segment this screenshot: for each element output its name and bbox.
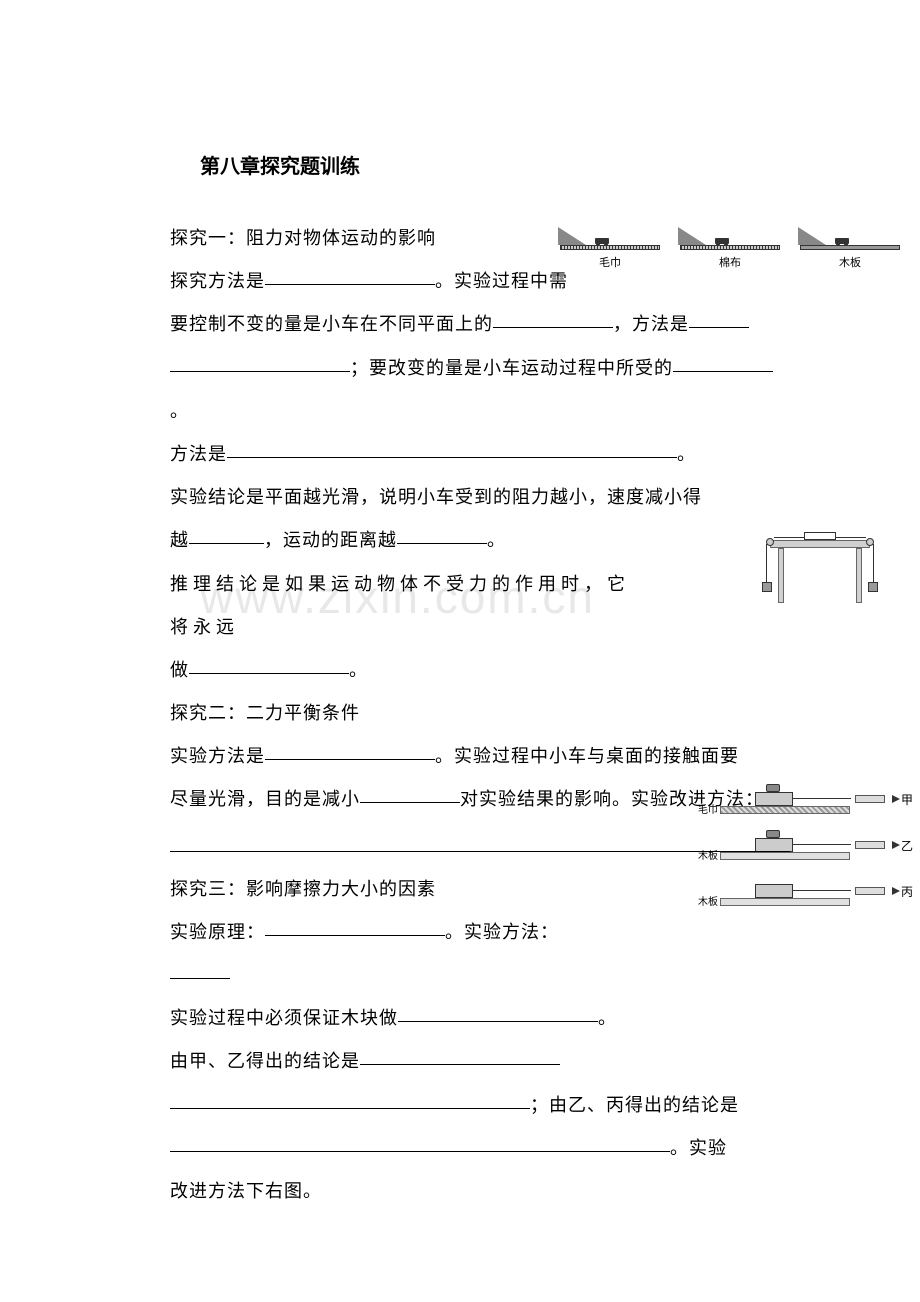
text: 。实验方法： bbox=[445, 922, 559, 942]
blank bbox=[189, 526, 264, 544]
text: 实验过程中必须保证木块做 bbox=[170, 1008, 398, 1028]
text: 。 bbox=[487, 530, 506, 550]
chapter-title: 第八章探究题训练 bbox=[200, 150, 790, 179]
section3-line3: 由甲、乙得出的结论是 bbox=[170, 1040, 790, 1083]
text: 由甲、乙得出的结论是 bbox=[170, 1051, 360, 1071]
ramp-3: 木板 bbox=[800, 225, 900, 270]
section1-line6: 越 ，运动的距离越 。 bbox=[170, 519, 790, 562]
blank bbox=[170, 354, 350, 372]
blank bbox=[170, 1134, 670, 1152]
document-content: 第八章探究题训练 探究一：阻力对物体运动的影响 探究方法是 。实验过程中需 要控制… bbox=[170, 150, 790, 1213]
row-label: 乙 bbox=[901, 837, 913, 854]
text: 做 bbox=[170, 660, 189, 680]
section1-line8: 做。 bbox=[170, 649, 790, 692]
blank bbox=[265, 742, 435, 760]
section3-line4: ；由乙、丙得出的结论是 bbox=[170, 1084, 790, 1127]
section3-line6: 改进方法下右图。 bbox=[170, 1170, 790, 1213]
text: ，运动的距离越 bbox=[264, 530, 397, 550]
blank bbox=[170, 1091, 530, 1109]
text: 越 bbox=[170, 530, 189, 550]
blank bbox=[170, 961, 230, 979]
text: 。实验 bbox=[670, 1138, 727, 1158]
blank bbox=[227, 440, 677, 458]
text: 方法是 bbox=[170, 444, 227, 464]
text: 实验方法是 bbox=[170, 746, 265, 766]
section1-heading: 探究一：阻力对物体运动的影响 bbox=[170, 217, 790, 260]
blank bbox=[673, 354, 773, 372]
text: ，方法是 bbox=[613, 314, 689, 334]
text: 对实验结果的影响。实验改进方法： bbox=[460, 789, 764, 809]
section2-line2: 尽量光滑，目的是减小 对实验结果的影响。实验改进方法： bbox=[170, 778, 790, 821]
text: 尽量光滑，目的是减小 bbox=[170, 789, 360, 809]
text: 。实验过程中小车与桌面的接触面要 bbox=[435, 746, 739, 766]
section3-heading: 探究三：影响摩擦力大小的因素 bbox=[170, 868, 790, 911]
blank bbox=[689, 310, 749, 328]
text: 。 bbox=[170, 401, 189, 421]
section3-line5: 。实验 bbox=[170, 1127, 790, 1170]
section1-line5: 实验结论是平面越光滑，说明小车受到的阻力越小，速度减小得 bbox=[170, 476, 790, 519]
row-label: 甲 bbox=[901, 791, 913, 808]
text: 实验原理： bbox=[170, 922, 265, 942]
section1-line7: 推理结论是如果运动物体不受力的作用时，它将永远 bbox=[170, 563, 790, 649]
section1-line2: 要控制不变的量是小车在不同平面上的 ，方法是 bbox=[170, 303, 790, 346]
section2-line1: 实验方法是 。实验过程中小车与桌面的接触面要 bbox=[170, 735, 790, 778]
text: 要控制不变的量是小车在不同平面上的 bbox=[170, 314, 493, 334]
ramp-label: 木板 bbox=[839, 254, 861, 270]
text: ；要改变的量是小车运动过程中所受的 bbox=[350, 358, 673, 378]
text: ；由乙、丙得出的结论是 bbox=[530, 1095, 739, 1115]
text: 探究方法是 bbox=[170, 271, 265, 291]
blank bbox=[398, 1004, 598, 1022]
body-text: 探究一：阻力对物体运动的影响 探究方法是 。实验过程中需 要控制不变的量是小车在不… bbox=[170, 217, 790, 1213]
section3-line2: 实验过程中必须保证木块做 。 bbox=[170, 997, 790, 1040]
text: 。实验过程中需 bbox=[435, 271, 568, 291]
blank-line bbox=[170, 834, 790, 852]
blank bbox=[265, 267, 435, 285]
blank bbox=[493, 310, 613, 328]
section1-line3: ；要改变的量是小车运动过程中所受的。 bbox=[170, 347, 790, 433]
text: 。 bbox=[349, 660, 368, 680]
text: 。 bbox=[677, 444, 696, 464]
blank bbox=[360, 1047, 560, 1065]
blank bbox=[265, 918, 445, 936]
blank bbox=[189, 656, 349, 674]
blank bbox=[397, 526, 487, 544]
row-label: 丙 bbox=[901, 883, 913, 900]
section3-line1: 实验原理： 。实验方法： bbox=[170, 911, 790, 997]
text: 。 bbox=[598, 1008, 617, 1028]
section1-line1: 探究方法是 。实验过程中需 bbox=[170, 260, 790, 303]
blank bbox=[360, 785, 460, 803]
section2-heading: 探究二：二力平衡条件 bbox=[170, 692, 790, 735]
section1-line4: 方法是 。 bbox=[170, 433, 790, 476]
